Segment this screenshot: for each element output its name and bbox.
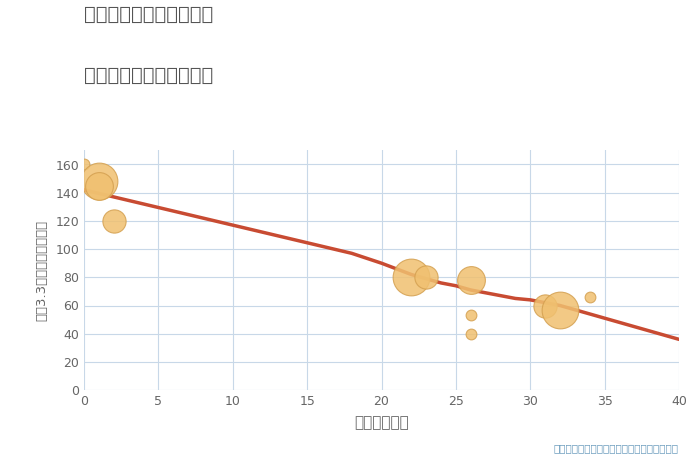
Point: [465, 312, 476, 319]
Point: [93, 182, 104, 189]
Text: 築年数別中古戸建て価格: 築年数別中古戸建て価格: [84, 66, 214, 85]
Point: [584, 293, 595, 301]
Text: 円の大きさは、取引のあった物件面積を示す: 円の大きさは、取引のあった物件面積を示す: [554, 443, 679, 453]
Point: [540, 302, 551, 309]
X-axis label: 築年数（年）: 築年数（年）: [354, 415, 409, 430]
Point: [93, 178, 104, 185]
Point: [465, 330, 476, 337]
Point: [421, 274, 432, 281]
Y-axis label: 坪（3.3㎡）単価（万円）: 坪（3.3㎡）単価（万円）: [35, 219, 48, 321]
Text: 兵庫県西宮市与古道町の: 兵庫県西宮市与古道町の: [84, 5, 214, 24]
Point: [406, 274, 417, 281]
Point: [465, 276, 476, 284]
Point: [108, 217, 119, 225]
Point: [554, 306, 566, 313]
Point: [78, 161, 90, 168]
